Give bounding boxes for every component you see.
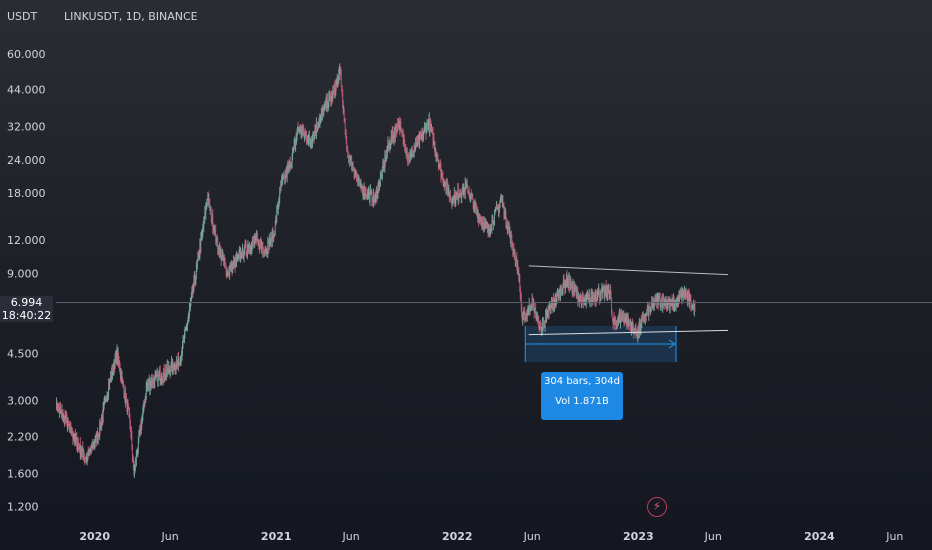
measure-bars-text: 304 bars, 304d: [544, 376, 620, 387]
time-tick-label: 2023: [623, 530, 654, 543]
time-tick-label: 2020: [79, 530, 110, 543]
price-tick-label: 12.000: [7, 234, 46, 247]
time-tick-label: Jun: [885, 530, 903, 543]
measure-tooltip: 304 bars, 304d Vol 1.871B: [541, 372, 623, 420]
current-price-value: 6.994: [10, 295, 43, 309]
price-tick-label: 18.000: [7, 187, 46, 200]
lightning-icon[interactable]: ⚡: [647, 497, 667, 517]
time-tick-label: 2022: [442, 530, 473, 543]
symbol-title: LINKUSDT, 1D, BINANCE: [64, 10, 198, 23]
time-tick-label: 2024: [804, 530, 835, 543]
price-tick-label: 44.000: [7, 84, 46, 97]
price-tick-label: 2.200: [7, 430, 39, 443]
price-tick-label: 1.200: [7, 501, 39, 514]
time-tick-label: Jun: [704, 530, 722, 543]
lower-trendline[interactable]: [528, 329, 729, 336]
measure-arrow-head: [668, 339, 676, 349]
time-tick-label: Jun: [342, 530, 360, 543]
price-tick-label: 32.000: [7, 121, 46, 134]
measure-range[interactable]: [524, 326, 677, 362]
time-tick-label: 2021: [261, 530, 292, 543]
bar-countdown: 18:40:22: [1, 308, 52, 322]
current-price-tag: 6.994 18:40:22: [0, 295, 53, 322]
price-tick-label: 60.000: [7, 48, 46, 61]
price-tick-label: 4.500: [7, 348, 39, 361]
measure-volume-text: Vol 1.871B: [555, 396, 609, 407]
time-tick-label: Jun: [160, 530, 178, 543]
price-tick-label: 1.600: [7, 467, 39, 480]
time-tick-label: Jun: [523, 530, 541, 543]
price-tick-label: 24.000: [7, 154, 46, 167]
price-scale[interactable]: 60.000 44.000 32.000 24.000 18.000 12.000 9.00…: [7, 48, 46, 514]
price-tick-label: 9.000: [7, 267, 39, 280]
currency-label: USDT: [7, 10, 38, 23]
upper-trendline[interactable]: [528, 265, 729, 276]
time-scale[interactable]: 2020 Jun 2021 Jun 2022 Jun 2023 Jun 2024 Jun: [79, 530, 903, 543]
price-tick-label: 3.000: [7, 395, 39, 408]
price-series: [55, 63, 696, 479]
trendlines[interactable]: [528, 265, 729, 336]
